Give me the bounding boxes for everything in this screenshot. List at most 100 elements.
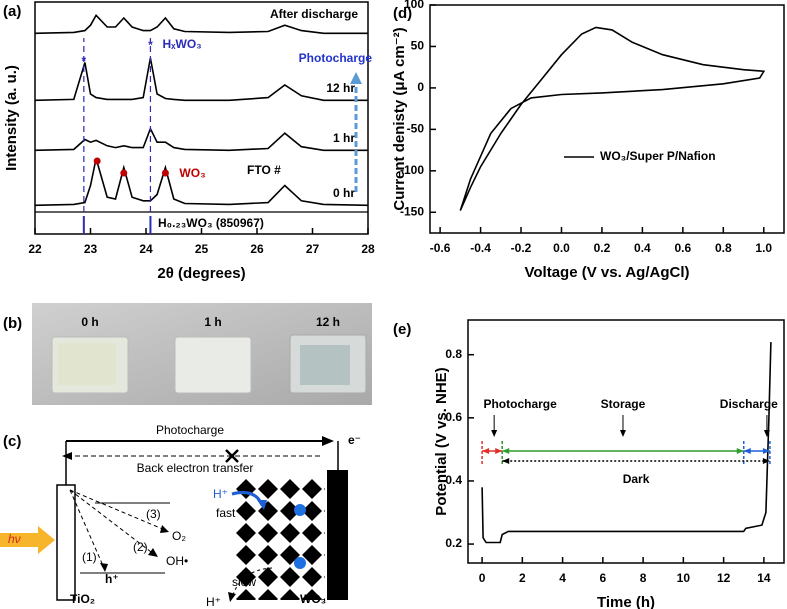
diagram-label: hν [8, 532, 21, 546]
y-tick-label: 0 [417, 80, 424, 94]
x-tick-label: 0.0 [553, 241, 570, 255]
arrow-head [350, 72, 362, 84]
panel-label: (d) [393, 5, 412, 22]
star-marker: * [148, 38, 153, 52]
x-tick-label: 0.6 [675, 241, 692, 255]
diagram-label: (2) [133, 540, 148, 554]
x-tick-label: 23 [84, 242, 98, 256]
series-label: 1 hr [333, 131, 355, 145]
photo-label: 12 h [316, 315, 340, 329]
x-tick-label: -0.6 [430, 241, 451, 255]
panel-label: (e) [393, 321, 411, 338]
annotation: FTO # [247, 163, 281, 177]
arrow-head [502, 458, 510, 464]
x-tick-label: 27 [306, 242, 320, 256]
photo: 0 h 1 h 12 h [32, 303, 372, 405]
x-tick-label: 24 [139, 242, 153, 256]
series-label: After discharge [270, 7, 358, 21]
y-tick-label: 0.8 [445, 347, 462, 361]
photo-label: 1 h [204, 315, 221, 329]
diagram-label: WO₃ [300, 592, 326, 606]
panel-label: (a) [3, 3, 21, 20]
diagram-label: O₂ [172, 529, 186, 543]
x-tick-label: 6 [600, 571, 607, 585]
photo-label: 0 h [81, 315, 98, 329]
y-tick-label: -50 [407, 122, 425, 136]
diagram-label: TiO₂ [70, 592, 95, 606]
plot-frame [467, 319, 785, 564]
reference-label: H₀.₂₃WO₃ (850967) [158, 216, 264, 230]
arrow-head [763, 430, 770, 437]
annotation: WO₃ [179, 166, 205, 180]
legend-label: WO₃/Super P/Nafion [600, 149, 716, 163]
y-tick-label: 0.4 [445, 473, 462, 487]
annotation: Photocharge [299, 51, 373, 65]
x-tick-label: 0.2 [594, 241, 611, 255]
diagram-label: OH• [166, 554, 188, 568]
x-tick-label: 14 [757, 571, 771, 585]
y-axis-label: Current denisty (μA cm⁻²) [391, 27, 408, 210]
x-axis-label: 2θ (degrees) [157, 265, 245, 282]
diagram-label: Back electron transfer [137, 461, 254, 475]
x-tick-label: 12 [717, 571, 731, 585]
y-axis-label: Intensity (a. u.) [3, 65, 20, 171]
x-tick-label: 0.4 [634, 241, 651, 255]
y-tick-label: 100 [404, 0, 424, 11]
arrow-head [762, 458, 770, 464]
phase-label: Photocharge [483, 397, 557, 411]
diagram-label: Photocharge [156, 423, 224, 437]
x-tick-label: 1.0 [755, 241, 772, 255]
wo3-peak-dot [161, 169, 169, 177]
panel-label: (c) [3, 433, 21, 450]
wo3-peak-dot [93, 157, 101, 165]
x-tick-label: 10 [677, 571, 691, 585]
y-axis-label: Potential (V vs. NHE) [433, 367, 450, 515]
diagram-label: fast [216, 506, 236, 520]
y-tick-label: 0.6 [445, 410, 462, 424]
arrow-head [491, 430, 498, 437]
diagram-label: h⁺ [105, 572, 119, 586]
diagram-label: (3) [146, 507, 161, 521]
diagram-label: H⁺ [213, 487, 228, 501]
line [481, 342, 772, 544]
diagram: Photocharge e⁻ Back electron transfer hν… [0, 423, 361, 609]
x-tick-label: 22 [28, 242, 42, 256]
phase-label: Discharge [720, 397, 778, 411]
x-tick-label: 25 [195, 242, 209, 256]
arrow-head [482, 448, 490, 454]
annotation: HₓWO₃ [162, 37, 201, 51]
phase-label: Dark [623, 472, 650, 486]
y-tick-label: -150 [400, 204, 424, 218]
arrow-head [502, 448, 510, 454]
y-tick-label: -100 [400, 163, 424, 177]
x-tick-label: 0.8 [715, 241, 732, 255]
y-tick-label: 0.2 [445, 536, 462, 550]
y-tick-label: 50 [411, 39, 425, 53]
x-tick-label: 8 [640, 571, 647, 585]
arrow-head [743, 448, 751, 454]
diagram-label: slow [232, 575, 256, 589]
spectrum [34, 13, 368, 35]
x-tick-label: 0 [479, 571, 486, 585]
arrow-head [762, 448, 770, 454]
x-axis-label: Voltage (V vs. Ag/AgCl) [524, 264, 689, 281]
diagram-label: e⁻ [348, 433, 361, 447]
wo3-peak-dot [120, 169, 128, 177]
x-tick-label: 2 [519, 571, 526, 585]
plot-frame [429, 4, 785, 234]
diagram-label: (1) [82, 550, 97, 564]
x-axis-label: Time (h) [597, 594, 655, 609]
x-tick-label: 4 [559, 571, 566, 585]
x-tick-label: 26 [250, 242, 264, 256]
spectrum [34, 126, 368, 152]
arrow-head [495, 448, 503, 454]
star-marker: * [82, 54, 87, 68]
panel-label: (b) [3, 315, 22, 332]
phase-label: Storage [601, 397, 646, 411]
diagram-label: H⁺ [206, 595, 221, 609]
x-tick-label: -0.4 [470, 241, 491, 255]
arrow-head [736, 448, 744, 454]
x-tick-label: -0.2 [511, 241, 532, 255]
arrow-head [619, 430, 626, 437]
x-tick-label: 28 [361, 242, 375, 256]
